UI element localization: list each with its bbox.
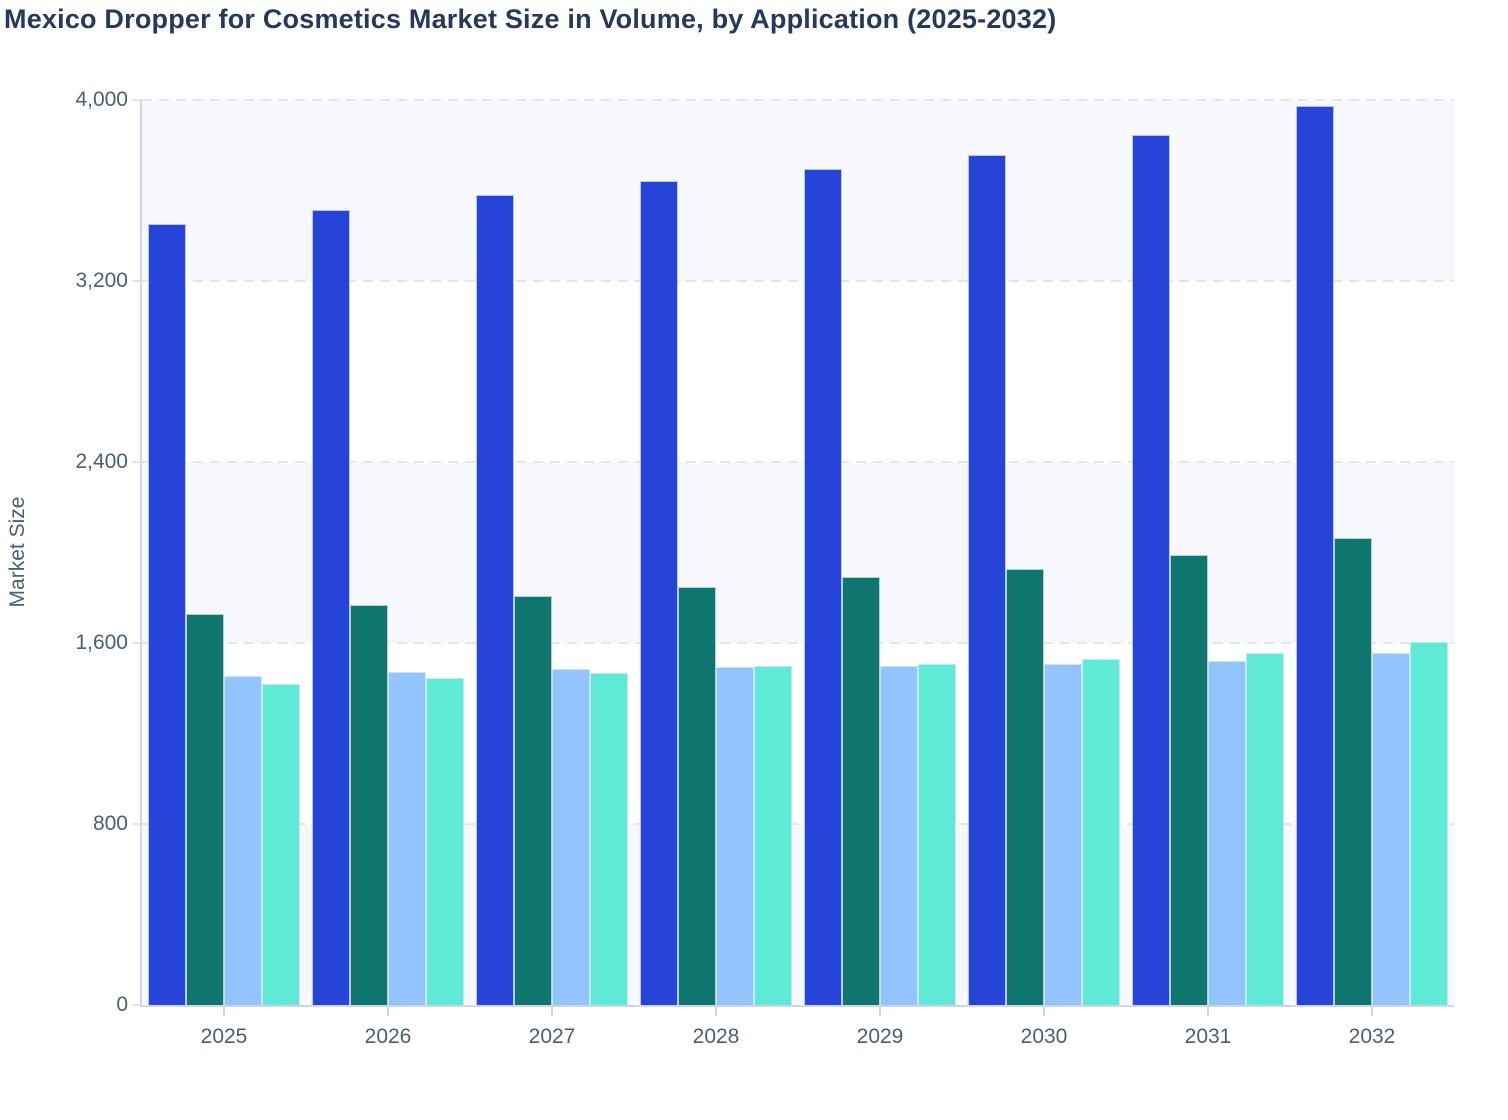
y-tick-label: 1,600 [75,631,128,654]
plot-band [142,281,1454,462]
bar-2026-light-blue[interactable] [388,671,426,1005]
plot-area: 0 800 1,600 2,400 3,200 4,000 2025 2026 2027 202… [75,88,1454,1048]
y-tick-mark [132,642,141,644]
x-tick-label: 2026 [364,1025,412,1048]
bar-2032-blue[interactable] [1296,105,1334,1005]
x-tick-mark [715,1007,717,1016]
gridline [142,99,1454,101]
x-tick-label: 2025 [200,1025,248,1048]
x-tick-mark [387,1007,389,1016]
x-tick-mark [1207,1007,1209,1016]
bar-2027-light-blue[interactable] [552,669,590,1005]
y-tick-label: 0 [116,993,128,1016]
gridline [142,823,1454,825]
x-tick-label: 2031 [1184,1025,1232,1048]
x-tick-mark [1043,1007,1045,1016]
y-tick-mark [132,99,141,101]
bar-2031-blue[interactable] [1132,135,1170,1005]
bar-2026-turquoise[interactable] [426,677,464,1005]
bar-2028-turquoise[interactable] [754,666,792,1005]
bar-2032-turquoise[interactable] [1410,641,1448,1005]
bar-2029-teal[interactable] [842,577,880,1005]
bar-2029-light-blue[interactable] [880,665,918,1005]
y-tick-label: 3,200 [75,269,128,292]
bar-2031-teal[interactable] [1170,555,1208,1005]
bar-2031-light-blue[interactable] [1208,661,1246,1005]
bar-2025-blue[interactable] [148,224,186,1005]
x-tick-mark [879,1007,881,1016]
bar-2025-teal[interactable] [186,614,224,1005]
bar-2028-blue[interactable] [640,181,678,1005]
bar-2025-light-blue[interactable] [224,675,262,1005]
y-tick-mark [132,823,141,825]
bar-2027-teal[interactable] [514,595,552,1005]
bar-2026-teal[interactable] [350,604,388,1005]
bar-2028-light-blue[interactable] [716,667,754,1005]
x-tick-label: 2029 [856,1025,904,1048]
bar-2030-light-blue[interactable] [1044,663,1082,1005]
x-tick-mark [551,1007,553,1016]
gridline [142,280,1454,282]
bar-2031-turquoise[interactable] [1246,652,1284,1005]
bar-2027-blue[interactable] [476,195,514,1005]
gridline [142,642,1454,644]
x-tick-label: 2030 [1020,1025,1068,1048]
bar-2027-turquoise[interactable] [590,672,628,1005]
x-tick-label: 2028 [692,1025,740,1048]
bar-2030-turquoise[interactable] [1082,659,1120,1005]
y-tick-label: 4,000 [75,88,128,111]
x-tick-mark [223,1007,225,1016]
y-axis-title: Market Size [6,496,29,608]
y-tick-mark [132,461,141,463]
x-tick-mark [1371,1007,1373,1016]
bar-2032-teal[interactable] [1334,537,1372,1005]
bar-2032-light-blue[interactable] [1372,652,1410,1005]
bar-2028-teal[interactable] [678,586,716,1005]
x-tick-label: 2032 [1348,1025,1396,1048]
y-tick-label: 800 [92,812,128,835]
bar-2030-teal[interactable] [1006,568,1044,1005]
y-tick-label: 2,400 [75,450,128,473]
y-tick-mark [132,1004,141,1006]
bar-2029-turquoise[interactable] [918,664,956,1005]
bar-2025-turquoise[interactable] [262,684,300,1005]
plot-band [142,100,1454,281]
y-tick-mark [132,280,141,282]
bar-2029-blue[interactable] [804,169,842,1005]
chart-title: Mexico Dropper for Cosmetics Market Size… [4,4,1057,34]
bar-2026-blue[interactable] [312,209,350,1005]
gridline [142,461,1454,463]
bar-2030-blue[interactable] [968,155,1006,1005]
x-tick-label: 2027 [528,1025,576,1048]
